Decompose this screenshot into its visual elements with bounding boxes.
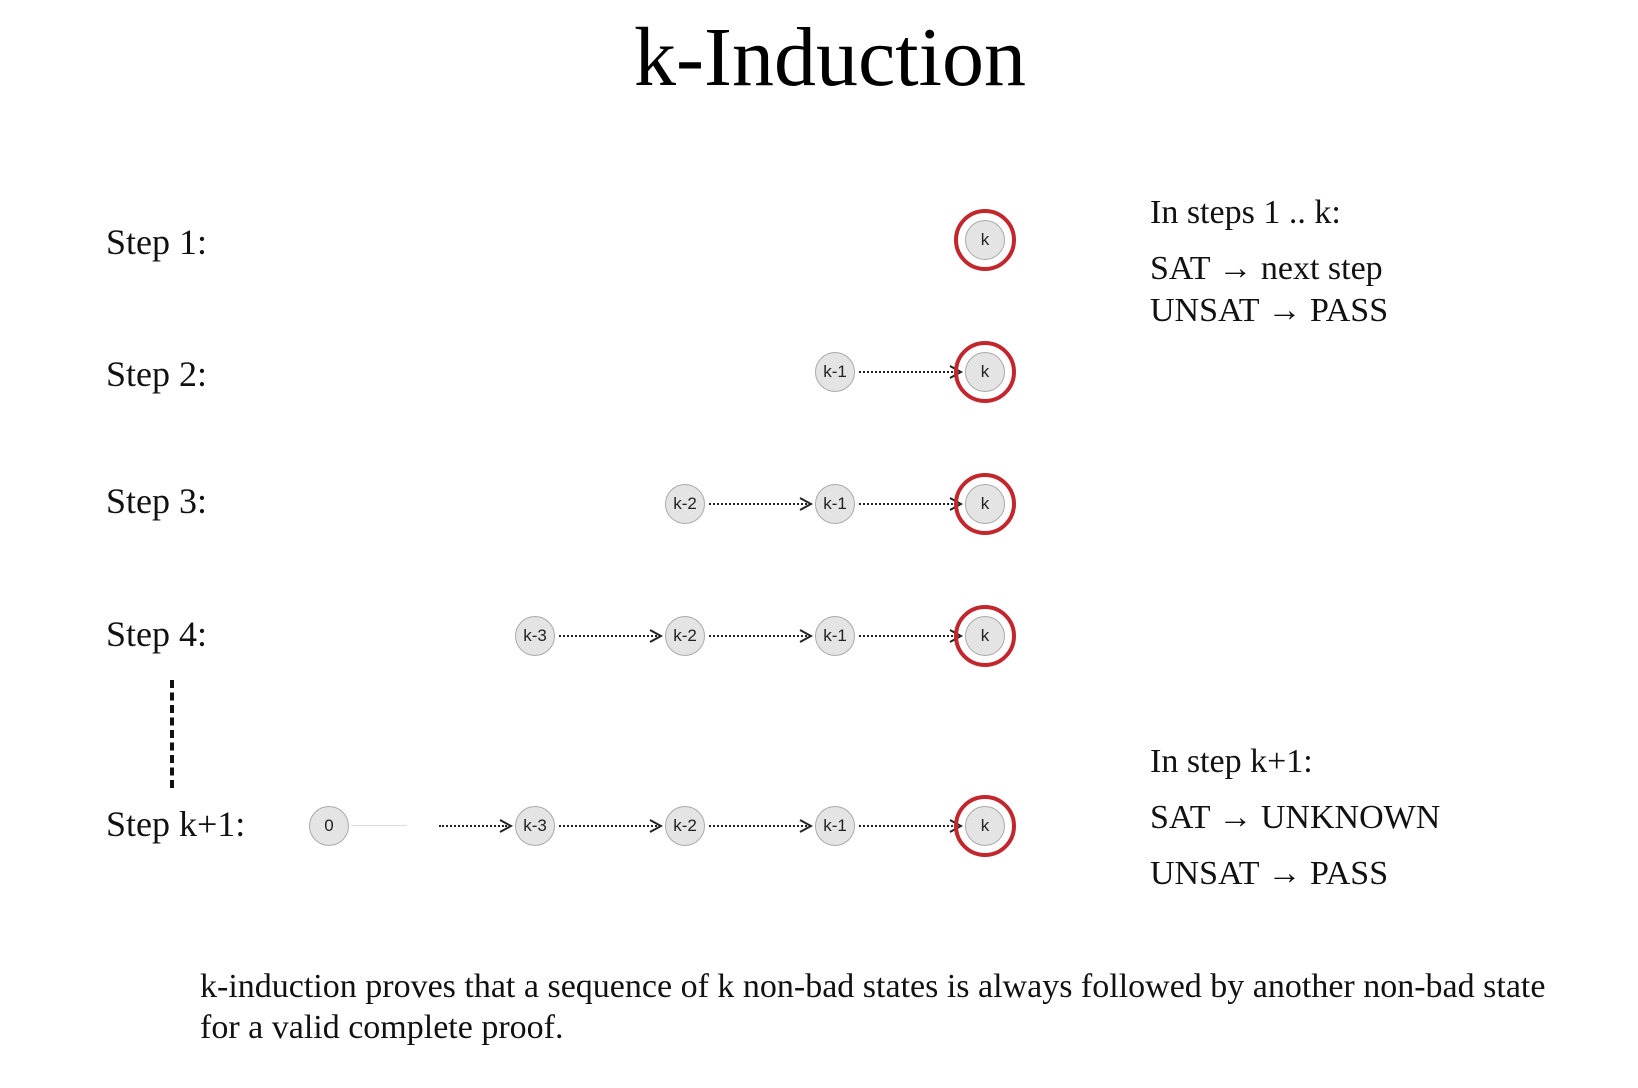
ellipsis-dashed-line [170, 680, 174, 788]
step-k1-note-title: In step k+1: [1150, 743, 1313, 780]
step-k1-label: Step k+1: [106, 804, 246, 844]
state-node-k-1: k-1 [815, 806, 855, 846]
state-node-k-1: k-1 [815, 616, 855, 656]
state-node-k: k [965, 806, 1005, 846]
step-k1-unsat-rule: UNSAT → PASS [1150, 855, 1389, 892]
caption-line-1: k-induction proves that a sequence of k … [200, 968, 1546, 1005]
caption-line-2: for a valid complete proof. [200, 1009, 564, 1046]
transition-arrow [439, 818, 513, 834]
transition-arrow [709, 818, 813, 834]
step-k1-sat-rule: SAT → UNKNOWN [1150, 799, 1441, 836]
transition-arrow [859, 364, 963, 380]
state-node-0: 0 [309, 806, 349, 846]
transition-arrow [559, 818, 663, 834]
state-node-k-2: k-2 [665, 806, 705, 846]
state-node-k-3: k-3 [515, 806, 555, 846]
state-node-k: k [965, 220, 1005, 260]
steps-1-k-sat-rule: SAT → next step [1150, 250, 1383, 287]
state-node-k-1: k-1 [815, 484, 855, 524]
state-node-k: k [965, 484, 1005, 524]
bad-state-ring [954, 341, 1016, 403]
bad-state-ring [954, 473, 1016, 535]
step-1-label: Step 1: [106, 222, 208, 262]
bad-state-ring [954, 795, 1016, 857]
step-2-label: Step 2: [106, 354, 208, 394]
transition-arrow [859, 628, 963, 644]
transition-arrow [859, 818, 963, 834]
state-node-k-1: k-1 [815, 352, 855, 392]
transition-arrow [559, 628, 663, 644]
state-node-k-2: k-2 [665, 616, 705, 656]
state-node-k-3: k-3 [515, 616, 555, 656]
step-3-label: Step 3: [106, 481, 208, 521]
bad-state-ring [954, 605, 1016, 667]
faint-connector [351, 825, 407, 826]
caption: k-induction proves that a sequence of k … [200, 966, 1545, 1048]
transition-arrow [709, 628, 813, 644]
state-node-k-2: k-2 [665, 484, 705, 524]
state-node-k: k [965, 352, 1005, 392]
page-title: k-Induction [634, 11, 1026, 104]
bad-state-ring [954, 209, 1016, 271]
steps-1-k-unsat-rule: UNSAT → PASS [1150, 292, 1389, 329]
transition-arrow [709, 496, 813, 512]
state-node-k: k [965, 616, 1005, 656]
transition-arrow [859, 496, 963, 512]
step-4-label: Step 4: [106, 614, 208, 654]
steps-1-k-note-title: In steps 1 .. k: [1150, 194, 1341, 231]
